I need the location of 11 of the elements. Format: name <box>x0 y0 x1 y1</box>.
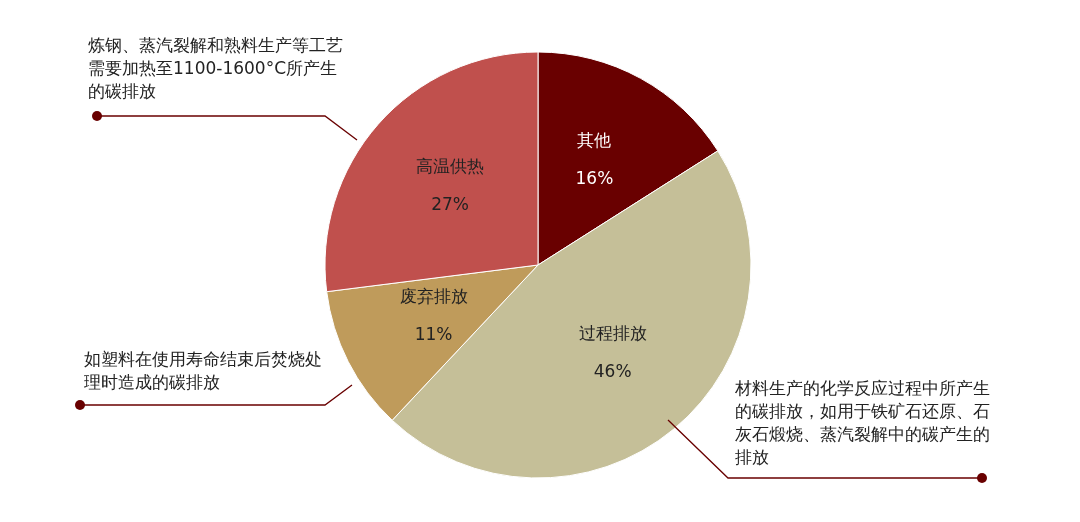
text: 炼钢、蒸汽裂解和熟料生产等工艺需要加热至1100-1600°C所产生的碳排放 <box>88 34 344 103</box>
slice-label: 高温供热 <box>416 155 485 176</box>
text: 如塑料在使用寿命结束后焚烧处理时造成的碳排放 <box>84 348 323 394</box>
data-label: 27% <box>431 193 470 214</box>
data-label: 46% <box>593 361 632 382</box>
slice-label: 过程排放 <box>578 323 647 344</box>
data-label: 16% <box>575 168 614 189</box>
text: 材料生产的化学反应过程中所产生的碳排放，如用于铁矿石还原、石灰石煅烧、蒸汽裂解中的碳产生的排放 <box>735 377 991 469</box>
slice-label: 其他 <box>577 130 612 151</box>
data-label: 11% <box>414 324 453 345</box>
slice-label: 废弃排放 <box>399 286 468 307</box>
